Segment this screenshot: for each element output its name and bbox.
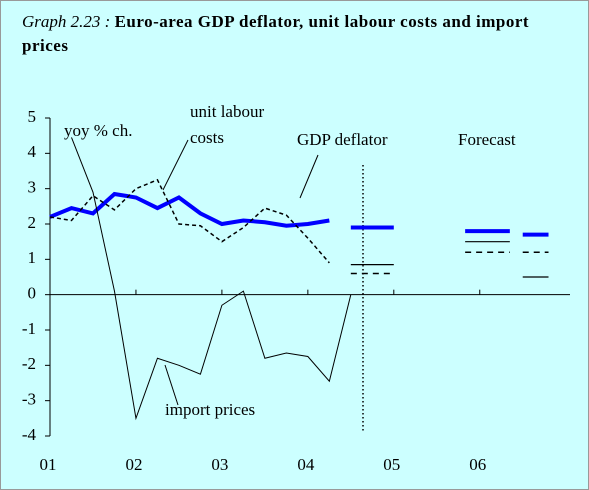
leader-line	[299, 154, 319, 199]
graph-label: Graph 2.23 :	[22, 12, 111, 31]
series-line	[49, 178, 330, 264]
annotation: Forecast	[458, 130, 516, 149]
y-tick-label: 5	[28, 107, 37, 126]
y-tick-label: 4	[28, 142, 37, 161]
x-tick-label: 06	[469, 455, 486, 474]
y-tick-label: 3	[28, 178, 37, 197]
x-tick-label: 03	[211, 455, 228, 474]
annotation: unit labour costs	[190, 102, 265, 147]
x-tick-label: 02	[125, 455, 142, 474]
leader-line	[162, 139, 189, 191]
chart-title: Euro-area GDP deflator, unit labour cost…	[22, 12, 530, 55]
x-tick-label: 01	[40, 455, 57, 474]
y-tick-label: 0	[28, 284, 37, 303]
y-tick-label: -3	[22, 390, 36, 409]
title-block: Graph 2.23 : Euro-area GDP deflator, uni…	[22, 10, 562, 58]
annotation: GDP deflator	[297, 130, 388, 149]
y-tick-label: 2	[28, 213, 37, 232]
y-tick-label: -4	[22, 425, 37, 444]
x-tick-label: 04	[297, 455, 315, 474]
y-tick-label: -2	[22, 354, 36, 373]
y-tick-label: 1	[28, 248, 37, 267]
series-line	[71, 137, 352, 421]
series-line	[49, 191, 330, 228]
x-tick-label: 05	[383, 455, 400, 474]
y-tick-label: -1	[22, 319, 36, 338]
annotation: yoy % ch.	[64, 121, 133, 140]
annotation: import prices	[165, 400, 256, 419]
leader-line	[164, 364, 179, 406]
